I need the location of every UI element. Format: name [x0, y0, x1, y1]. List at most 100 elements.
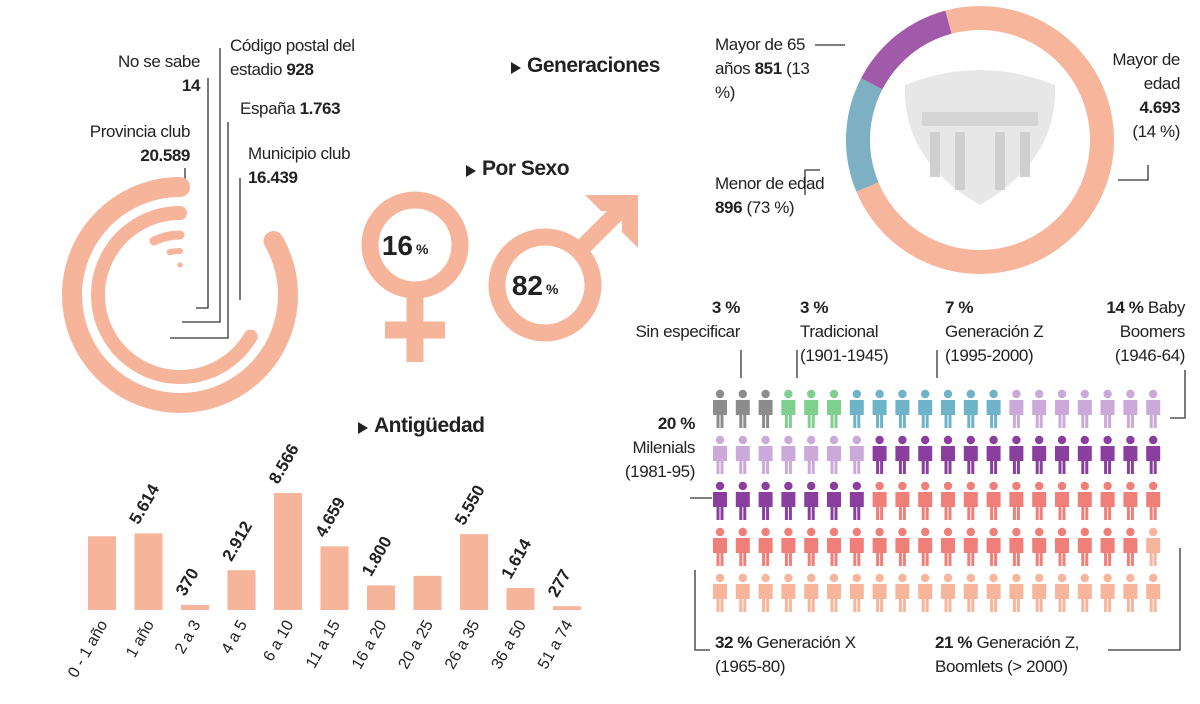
person-body [781, 538, 796, 566]
section-title: Generaciones [527, 54, 660, 78]
person-body [781, 400, 796, 428]
person-body [1146, 400, 1161, 428]
person-body [895, 584, 910, 612]
person-body [872, 492, 887, 520]
radial-arc [149, 230, 185, 246]
person-body [827, 446, 841, 474]
person-icon [758, 435, 773, 474]
person-head [1012, 435, 1021, 445]
person-icon [1032, 527, 1047, 566]
person-body [1077, 400, 1092, 428]
person-head [966, 435, 975, 445]
person-head [1149, 527, 1158, 537]
person-icon [1055, 527, 1069, 566]
label: No se sabe [118, 52, 200, 71]
person-icon [963, 527, 978, 566]
pictogram-label: 32 % Generación X (1965-80) [715, 631, 880, 679]
person-icon [713, 481, 727, 520]
person-body [1055, 492, 1069, 520]
value-label: 20 % [657, 414, 696, 433]
label: Provincia club [89, 122, 191, 141]
bar-value-label: 370 [172, 565, 203, 599]
person-body [941, 400, 955, 428]
person-head [784, 481, 793, 491]
person-icon [1077, 435, 1092, 474]
person-icon [1009, 573, 1024, 612]
person-body [1146, 538, 1161, 566]
person-head [921, 527, 930, 537]
person-head [715, 573, 725, 583]
person-body [963, 584, 978, 612]
person-head [829, 573, 839, 583]
bar-value-label: 4.659 [312, 494, 350, 540]
person-head [1080, 435, 1090, 445]
person-icon [1055, 573, 1069, 612]
person-head [1035, 389, 1044, 399]
person-head [829, 481, 839, 491]
person-icon [1032, 481, 1047, 520]
person-body [735, 492, 750, 520]
person-head [807, 435, 816, 445]
person-head [966, 389, 975, 399]
person-body [713, 446, 727, 474]
person-body [1055, 538, 1069, 566]
person-body [963, 538, 978, 566]
person-head [1126, 389, 1135, 399]
person-body [918, 400, 933, 428]
person-body [872, 538, 887, 566]
x-tick-label: 26 a 35 [442, 617, 483, 672]
person-head [921, 481, 930, 491]
bar-value-label: 1.800 [358, 533, 396, 579]
person-icon [1123, 481, 1138, 520]
sex-symbols [361, 191, 638, 362]
person-body [781, 584, 796, 612]
person-icon [918, 389, 933, 428]
sex-unit: % [416, 241, 429, 257]
person-body [1077, 584, 1092, 612]
person-head [807, 481, 816, 491]
person-icon [849, 435, 864, 474]
person-body [1123, 492, 1138, 520]
person-body [827, 400, 841, 428]
person-icon [1055, 435, 1069, 474]
pictogram-label: 3 % Tradicional (1901-1945) [800, 296, 920, 368]
person-icon [1009, 435, 1024, 474]
label: Sin especificar [635, 322, 740, 341]
person-body [941, 446, 955, 474]
person-icon [1077, 527, 1092, 566]
person-body [1055, 446, 1069, 474]
person-icon [1123, 527, 1138, 566]
person-icon [1146, 527, 1161, 566]
person-head [989, 527, 998, 537]
person-body [1146, 584, 1161, 612]
person-body [758, 584, 773, 612]
person-body [1146, 446, 1161, 474]
bar [413, 575, 442, 610]
person-icon [941, 389, 955, 428]
person-head [1149, 389, 1158, 399]
value-label: 928 [286, 60, 314, 79]
person-body [713, 538, 727, 566]
person-head [943, 573, 953, 583]
person-icon [849, 389, 864, 428]
person-head [898, 389, 907, 399]
person-head [875, 435, 884, 445]
person-body [1100, 400, 1115, 428]
person-body [963, 400, 978, 428]
person-body [1009, 492, 1024, 520]
leaders [170, 44, 1186, 651]
person-head [921, 435, 930, 445]
person-head [898, 573, 907, 583]
person-head [989, 389, 998, 399]
bar [553, 606, 581, 610]
person-head [829, 527, 839, 537]
person-head [966, 527, 975, 537]
person-head [852, 481, 861, 491]
person-head [1126, 435, 1135, 445]
person-icon [1009, 527, 1024, 566]
person-icon [963, 481, 978, 520]
value-label: 7 % [945, 298, 974, 317]
x-tick-label: 6 a 10 [260, 617, 297, 664]
person-head [829, 435, 839, 445]
bar [367, 585, 395, 610]
